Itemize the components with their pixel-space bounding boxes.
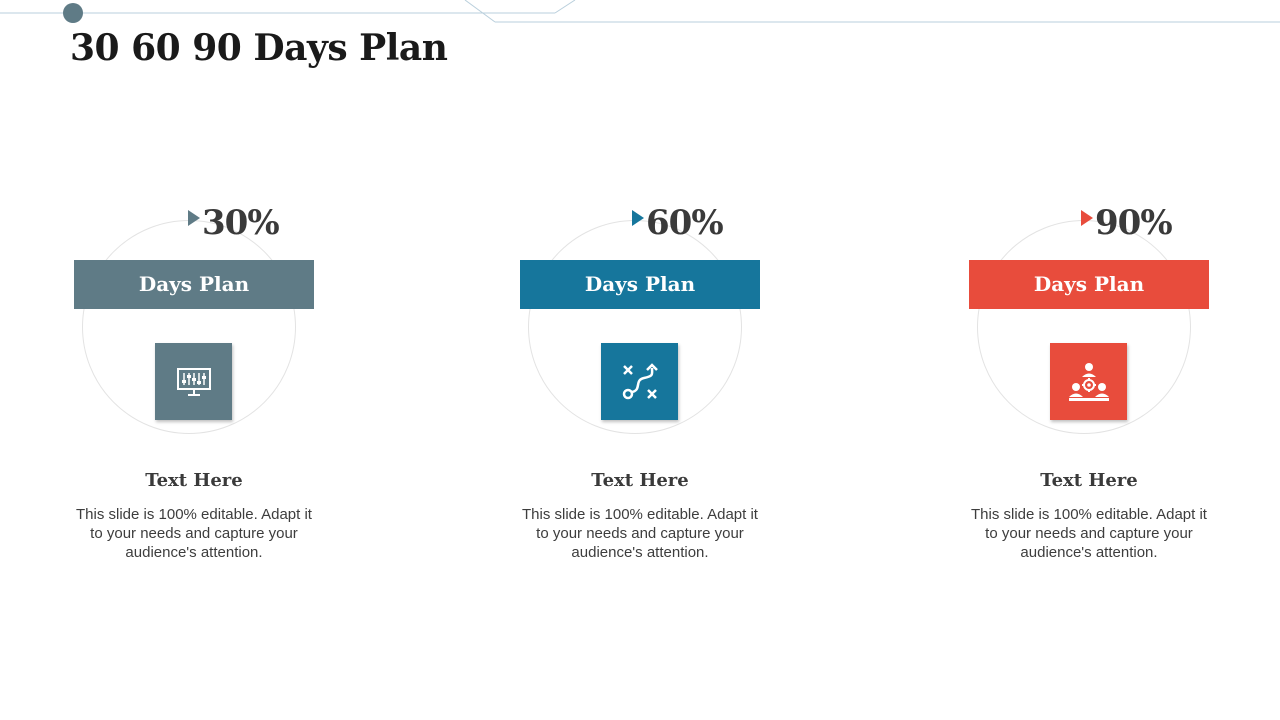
percent-label: 30% — [188, 200, 280, 246]
deco-dot — [63, 3, 83, 23]
card-heading: Text Here — [1040, 470, 1138, 491]
plan-card-90: 90% Days Plan Text Here This slide is 10… — [969, 200, 1209, 580]
percent-label: 60% — [632, 200, 724, 246]
page-title: 30 60 90 Days Plan — [70, 27, 448, 69]
card-heading: Text Here — [145, 470, 243, 491]
plan-card-60: 60% Days Plan Text Here This slide is 10… — [520, 200, 760, 580]
top-decoration — [0, 0, 1280, 23]
percent-value: 90% — [1095, 203, 1173, 243]
days-plan-banner: Days Plan — [74, 260, 314, 309]
presentation-board-icon — [155, 343, 232, 420]
card-body-text: This slide is 100% editable. Adapt it to… — [522, 506, 758, 561]
percent-label: 90% — [1081, 200, 1173, 246]
triangle-icon — [632, 210, 644, 226]
days-plan-banner: Days Plan — [520, 260, 760, 309]
percent-value: 30% — [202, 203, 280, 243]
plan-card-30: 30% Days Plan Text Here This slide is 10… — [74, 200, 314, 580]
team-network-icon — [1050, 343, 1127, 420]
percent-value: 60% — [646, 203, 724, 243]
card-body-text: This slide is 100% editable. Adapt it to… — [971, 506, 1207, 561]
triangle-icon — [188, 210, 200, 226]
card-heading: Text Here — [591, 470, 689, 491]
triangle-icon — [1081, 210, 1093, 226]
card-body-text: This slide is 100% editable. Adapt it to… — [76, 506, 312, 561]
days-plan-banner: Days Plan — [969, 260, 1209, 309]
strategy-path-icon — [601, 343, 678, 420]
